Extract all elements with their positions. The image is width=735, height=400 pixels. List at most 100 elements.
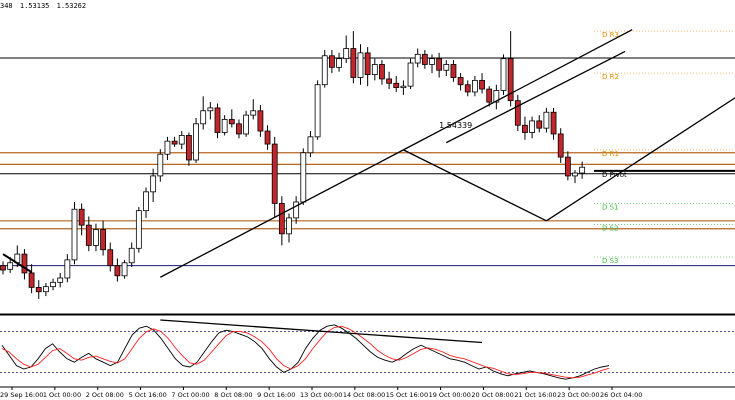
bull-candle: [243, 114, 250, 135]
bear-candle: [393, 82, 400, 89]
bear-candle: [114, 265, 121, 277]
bear-candle: [350, 48, 357, 78]
bear-candle: [264, 130, 271, 145]
header-value-2: 1.53262: [56, 2, 87, 10]
bull-candle: [121, 262, 128, 277]
bull-candle: [314, 84, 321, 138]
bull-candle: [400, 85, 407, 89]
bear-candle: [464, 84, 471, 93]
pivot-level-label: D S1: [602, 203, 619, 211]
bull-candle: [250, 110, 257, 116]
price-annotation: 1.54339: [439, 121, 472, 130]
bull-candle: [157, 153, 164, 177]
bull-candle: [414, 53, 421, 64]
bear-candle: [479, 79, 485, 90]
bull-candle: [357, 52, 364, 78]
bull-candle: [7, 262, 14, 270]
bull-candle: [286, 217, 292, 235]
bull-candle: [57, 277, 64, 283]
bear-candle: [257, 110, 264, 132]
channel-line: [446, 50, 626, 144]
bull-candle: [128, 247, 135, 264]
channel-line: [546, 97, 735, 222]
pivot-level-label: D S2: [602, 224, 619, 232]
bull-candle: [321, 55, 328, 86]
time-label: 13 Oct 00:00: [300, 391, 342, 399]
bull-candle: [429, 58, 435, 65]
stoch-main-line: [1, 324, 610, 380]
bear-candle: [550, 111, 557, 135]
bear-candle: [514, 100, 521, 126]
bull-candle: [371, 64, 378, 75]
bull-candle: [93, 229, 99, 246]
stoch-trend-line: [160, 319, 483, 344]
time-label: 8 Oct 08:00: [214, 391, 252, 399]
bull-candle: [193, 123, 199, 161]
bear-candle: [107, 249, 114, 267]
bear-candle: [557, 133, 564, 158]
bull-candle: [500, 58, 507, 91]
bear-candle: [507, 58, 514, 102]
bear-candle: [28, 272, 35, 288]
stochastic-panel: [0, 314, 735, 380]
bull-candle: [543, 111, 550, 129]
bear-candle: [278, 203, 285, 235]
bull-candle: [572, 172, 578, 177]
bear-candle: [85, 224, 92, 246]
channel-line: [403, 29, 633, 151]
bull-candle: [135, 210, 142, 249]
bear-candle: [522, 124, 528, 133]
time-label: 5 Oct 16:00: [129, 391, 167, 399]
time-label: 14 Oct 08:00: [343, 391, 385, 399]
time-label: 26 Oct 04:00: [600, 391, 642, 399]
pivot-level-label: D R3: [602, 31, 619, 39]
channel-line: [159, 149, 404, 278]
stoch-signal-line: [1, 325, 610, 379]
bear-candle: [436, 58, 443, 71]
bull-candle: [50, 281, 56, 288]
bear-candle: [271, 143, 278, 204]
bull-candle: [207, 107, 214, 112]
bear-candle: [450, 64, 457, 78]
time-axis: 29 Sep 16:00 1 Oct 00:00 2 Oct 08:00 5 Oct …: [0, 386, 735, 399]
bull-candle: [150, 175, 157, 193]
time-label: 20 Oct 08:00: [471, 391, 513, 399]
pivot-level-label: D Pivot: [602, 171, 627, 179]
header-value-1: 1.53135: [19, 2, 50, 10]
bear-candle: [364, 52, 371, 75]
bear-candle: [328, 55, 335, 68]
bear-candle: [171, 140, 178, 145]
bear-candle: [457, 77, 464, 86]
time-label: 2 Oct 08:00: [86, 391, 124, 399]
bull-candle: [178, 134, 185, 145]
symbol-fragment: 348: [0, 2, 13, 10]
bull-candle: [407, 62, 414, 87]
bull-candle: [221, 119, 228, 133]
bear-candle: [379, 64, 385, 80]
bear-candle: [486, 88, 493, 103]
bull-candle: [579, 166, 586, 174]
bull-candle: [164, 140, 171, 155]
bear-candle: [236, 123, 242, 135]
bear-candle: [386, 78, 393, 84]
bull-candle: [336, 58, 342, 68]
bull-candle: [443, 64, 450, 71]
channel-line: [403, 149, 547, 222]
bear-candle: [21, 253, 28, 274]
time-label: 1 Oct 00:00: [43, 391, 81, 399]
bear-candle: [35, 286, 42, 293]
bear-candle: [536, 120, 543, 129]
bear-candle: [78, 208, 85, 226]
bull-candle: [293, 201, 300, 219]
bear-candle: [228, 119, 235, 125]
time-label: 23 Oct 00:00: [557, 391, 599, 399]
bull-candle: [471, 79, 478, 93]
time-label: 9 Oct 16:00: [257, 391, 295, 399]
bull-candle: [64, 259, 71, 279]
pivot-level-label: D S3: [602, 257, 619, 265]
bull-candle: [307, 136, 314, 154]
bear-candle: [214, 107, 221, 133]
channel-line: [2, 253, 33, 274]
bull-candle: [529, 120, 535, 133]
